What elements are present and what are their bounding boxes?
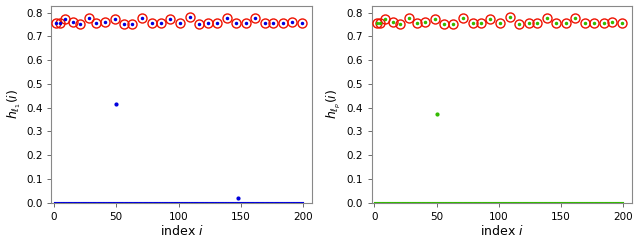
X-axis label: index $i$: index $i$ bbox=[480, 224, 524, 238]
Y-axis label: $h_{\ell_p}(i)$: $h_{\ell_p}(i)$ bbox=[325, 89, 344, 119]
Y-axis label: $h_{\ell_1}(i)$: $h_{\ell_1}(i)$ bbox=[6, 89, 23, 119]
X-axis label: index $i$: index $i$ bbox=[160, 224, 204, 238]
